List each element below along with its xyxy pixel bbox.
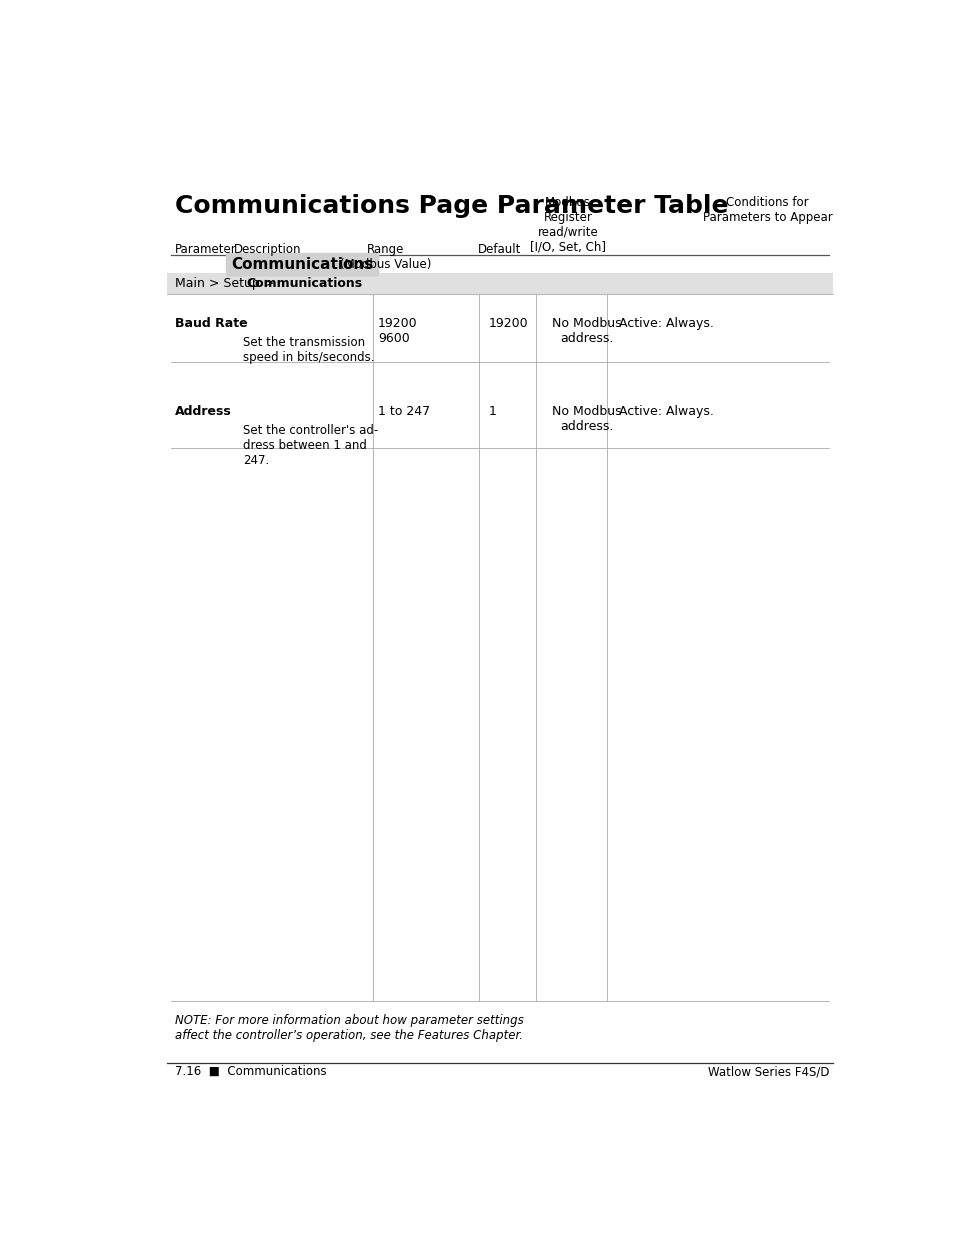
Text: Communications Page Parameter Table: Communications Page Parameter Table [174,194,727,217]
Text: Description: Description [233,243,301,257]
Text: No Modbus
address.: No Modbus address. [551,317,620,346]
Text: Range
(Modbus Value): Range (Modbus Value) [339,243,431,272]
Text: Set the transmission
speed in bits/seconds.: Set the transmission speed in bits/secon… [242,336,374,364]
Bar [167,273,832,294]
Text: Communications: Communications [246,277,362,290]
Text: Address: Address [174,405,232,417]
Text: Parameter: Parameter [174,243,236,257]
FancyBboxPatch shape [226,253,379,277]
Text: 1 to 247: 1 to 247 [377,405,430,417]
Text: 19200
9600: 19200 9600 [377,317,417,346]
Text: 1: 1 [488,405,496,417]
Text: Communications: Communications [232,257,374,272]
Text: Default: Default [477,243,521,257]
Text: Baud Rate: Baud Rate [174,317,247,331]
Text: Conditions for
Parameters to Appear: Conditions for Parameters to Appear [702,196,832,224]
Text: Main > Setup >: Main > Setup > [174,277,277,290]
Text: Modbus
Register
read/write
[I/O, Set, Ch]: Modbus Register read/write [I/O, Set, Ch… [530,196,605,253]
Text: 7.16  ■  Communications: 7.16 ■ Communications [174,1066,326,1078]
Text: Active: Always.: Active: Always. [618,405,713,417]
Text: Watlow Series F4S/D: Watlow Series F4S/D [707,1066,828,1078]
Text: NOTE: For more information about how parameter settings
affect the controller’s : NOTE: For more information about how par… [174,1014,523,1041]
Text: No Modbus
address.: No Modbus address. [551,405,620,433]
Text: Set the controller's ad-
dress between 1 and
247.: Set the controller's ad- dress between 1… [242,424,377,467]
Text: 19200: 19200 [488,317,527,331]
Text: Active: Always.: Active: Always. [618,317,713,331]
